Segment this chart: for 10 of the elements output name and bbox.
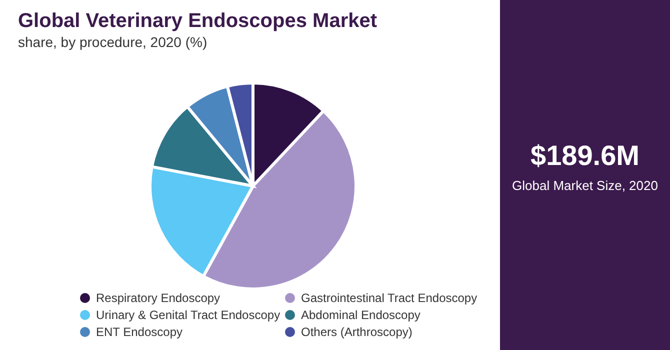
legend-label: Gastrointestinal Tract Endoscopy	[301, 291, 478, 305]
legend-label: Respiratory Endoscopy	[96, 291, 220, 305]
legend-label: Urinary & Genital Tract Endoscopy	[96, 308, 280, 322]
text: Global Market Size, 2020	[512, 178, 658, 193]
legend-label: Others (Arthroscopy)	[301, 325, 412, 339]
chart-title: Global Veterinary Endoscopes Market	[18, 10, 378, 32]
chart-subtitle: share, by procedure, 2020 (%)	[18, 34, 208, 50]
legend-label: Abdominal Endoscopy	[301, 308, 420, 322]
legend-label: ENT Endoscopy	[96, 325, 182, 339]
text: $189.6M	[530, 140, 640, 171]
